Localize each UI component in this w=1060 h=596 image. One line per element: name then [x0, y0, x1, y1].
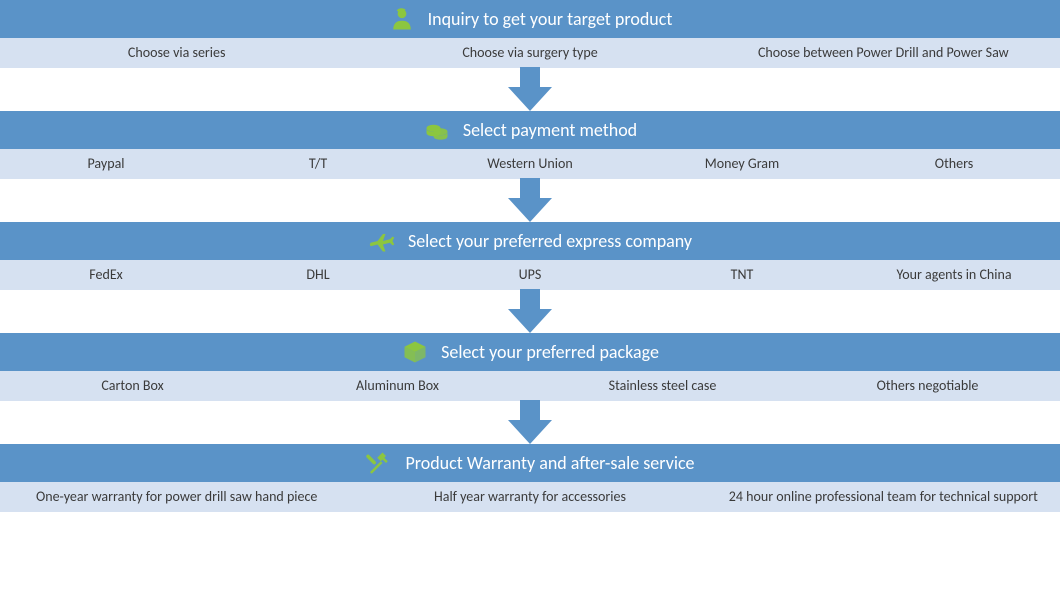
step-title: Select your preferred express company	[408, 230, 692, 252]
person-icon	[388, 5, 416, 33]
option-cell: Half year warranty for accessories	[353, 482, 706, 512]
option-cell: Carton Box	[0, 371, 265, 401]
option-cell: T/T	[212, 149, 424, 179]
option-cell: FedEx	[0, 260, 212, 290]
option-cell: TNT	[636, 260, 848, 290]
step-title: Product Warranty and after-sale service	[405, 452, 694, 474]
option-cell: One-year warranty for power drill saw ha…	[0, 482, 353, 512]
coins-icon	[423, 116, 451, 144]
step-2: Select payment method PaypalT/TWestern Un…	[0, 111, 1060, 179]
option-cell: UPS	[424, 260, 636, 290]
step-title: Inquiry to get your target product	[428, 8, 673, 30]
step-title: Select your preferred package	[441, 341, 659, 363]
option-cell: Paypal	[0, 149, 212, 179]
step-options: Carton BoxAluminum BoxStainless steel ca…	[0, 371, 1060, 401]
option-cell: Others negotiable	[795, 371, 1060, 401]
option-cell: DHL	[212, 260, 424, 290]
option-cell: Aluminum Box	[265, 371, 530, 401]
option-cell: Choose between Power Drill and Power Saw	[707, 38, 1060, 68]
step-header: Product Warranty and after-sale service	[0, 444, 1060, 482]
step-options: Choose via seriesChoose via surgery type…	[0, 38, 1060, 68]
option-cell: Western Union	[424, 149, 636, 179]
option-cell: Money Gram	[636, 149, 848, 179]
step-5: Product Warranty and after-sale service O…	[0, 444, 1060, 512]
step-4: Select your preferred package Carton BoxA…	[0, 333, 1060, 401]
box-icon	[401, 338, 429, 366]
option-cell: Others	[848, 149, 1060, 179]
step-options: PaypalT/TWestern UnionMoney GramOthers	[0, 149, 1060, 179]
option-cell: Your agents in China	[848, 260, 1060, 290]
step-3: Select your preferred express company Fed…	[0, 222, 1060, 290]
arrow-down-icon	[0, 400, 1060, 444]
step-header: Select payment method	[0, 111, 1060, 149]
process-flow-diagram: Inquiry to get your target product Choose…	[0, 0, 1060, 512]
step-1: Inquiry to get your target product Choose…	[0, 0, 1060, 68]
step-header: Select your preferred express company	[0, 222, 1060, 260]
step-header: Select your preferred package	[0, 333, 1060, 371]
plane-icon	[368, 227, 396, 255]
step-title: Select payment method	[463, 119, 637, 141]
option-cell: Choose via surgery type	[353, 38, 706, 68]
arrow-down-icon	[0, 289, 1060, 333]
step-options: FedExDHLUPSTNTYour agents in China	[0, 260, 1060, 290]
option-cell: Stainless steel case	[530, 371, 795, 401]
step-options: One-year warranty for power drill saw ha…	[0, 482, 1060, 512]
tools-icon	[365, 449, 393, 477]
arrow-down-icon	[0, 67, 1060, 111]
option-cell: 24 hour online professional team for tec…	[707, 482, 1060, 512]
option-cell: Choose via series	[0, 38, 353, 68]
step-header: Inquiry to get your target product	[0, 0, 1060, 38]
arrow-down-icon	[0, 178, 1060, 222]
